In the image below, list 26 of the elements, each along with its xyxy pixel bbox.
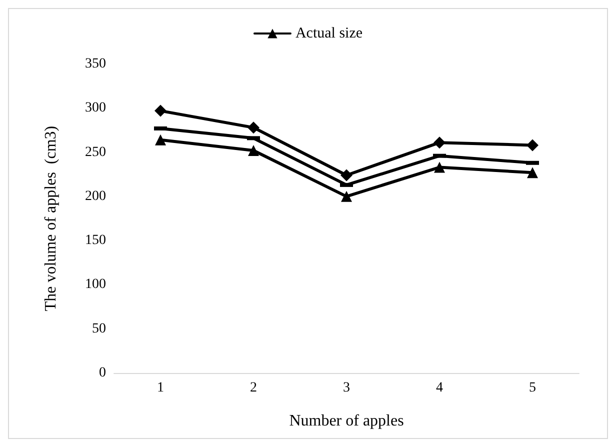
y-tick-label: 0 <box>99 366 106 380</box>
point <box>155 134 166 146</box>
x-tick-label: 2 <box>250 380 257 396</box>
point <box>340 169 352 182</box>
y-tick-label: 250 <box>85 144 106 160</box>
point <box>526 139 538 152</box>
y-tick-label: 300 <box>85 100 106 116</box>
point <box>527 167 538 178</box>
legend-label: Actual size <box>295 26 363 42</box>
x-tick-label: 5 <box>529 380 536 396</box>
y-tick-label: 150 <box>85 233 106 248</box>
y-tick-label: 200 <box>85 188 106 204</box>
point <box>248 122 260 134</box>
point <box>341 190 352 202</box>
x-axis-title: Number of apples <box>289 412 404 430</box>
x-tick-label: 3 <box>343 380 350 396</box>
x-tick-label: 1 <box>157 380 164 396</box>
point <box>248 145 259 156</box>
point <box>434 136 446 149</box>
y-tick-label: 50 <box>92 321 106 336</box>
y-tick-label: 100 <box>85 277 106 292</box>
y-tick-label: 350 <box>85 56 106 72</box>
y-axis-title: The volume of apples (cm3) <box>42 126 60 312</box>
point <box>154 104 166 117</box>
x-tick-label: 4 <box>436 380 443 396</box>
point <box>434 162 445 173</box>
